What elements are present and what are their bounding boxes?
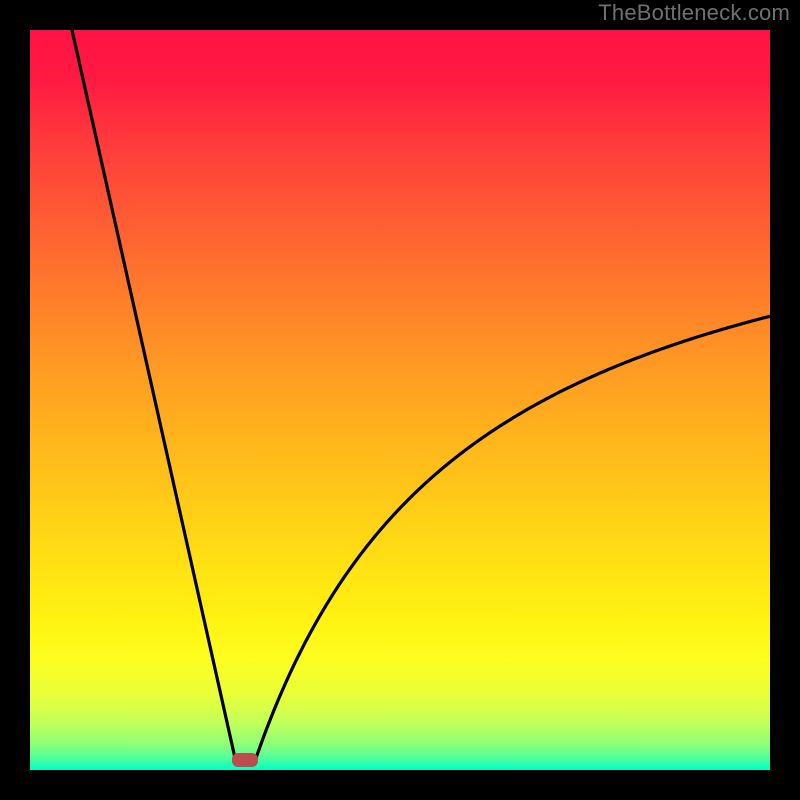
chart-container: TheBottleneck.com [0,0,800,800]
optimal-marker [232,753,258,767]
gradient-background [30,30,770,770]
bottleneck-chart [0,0,800,800]
